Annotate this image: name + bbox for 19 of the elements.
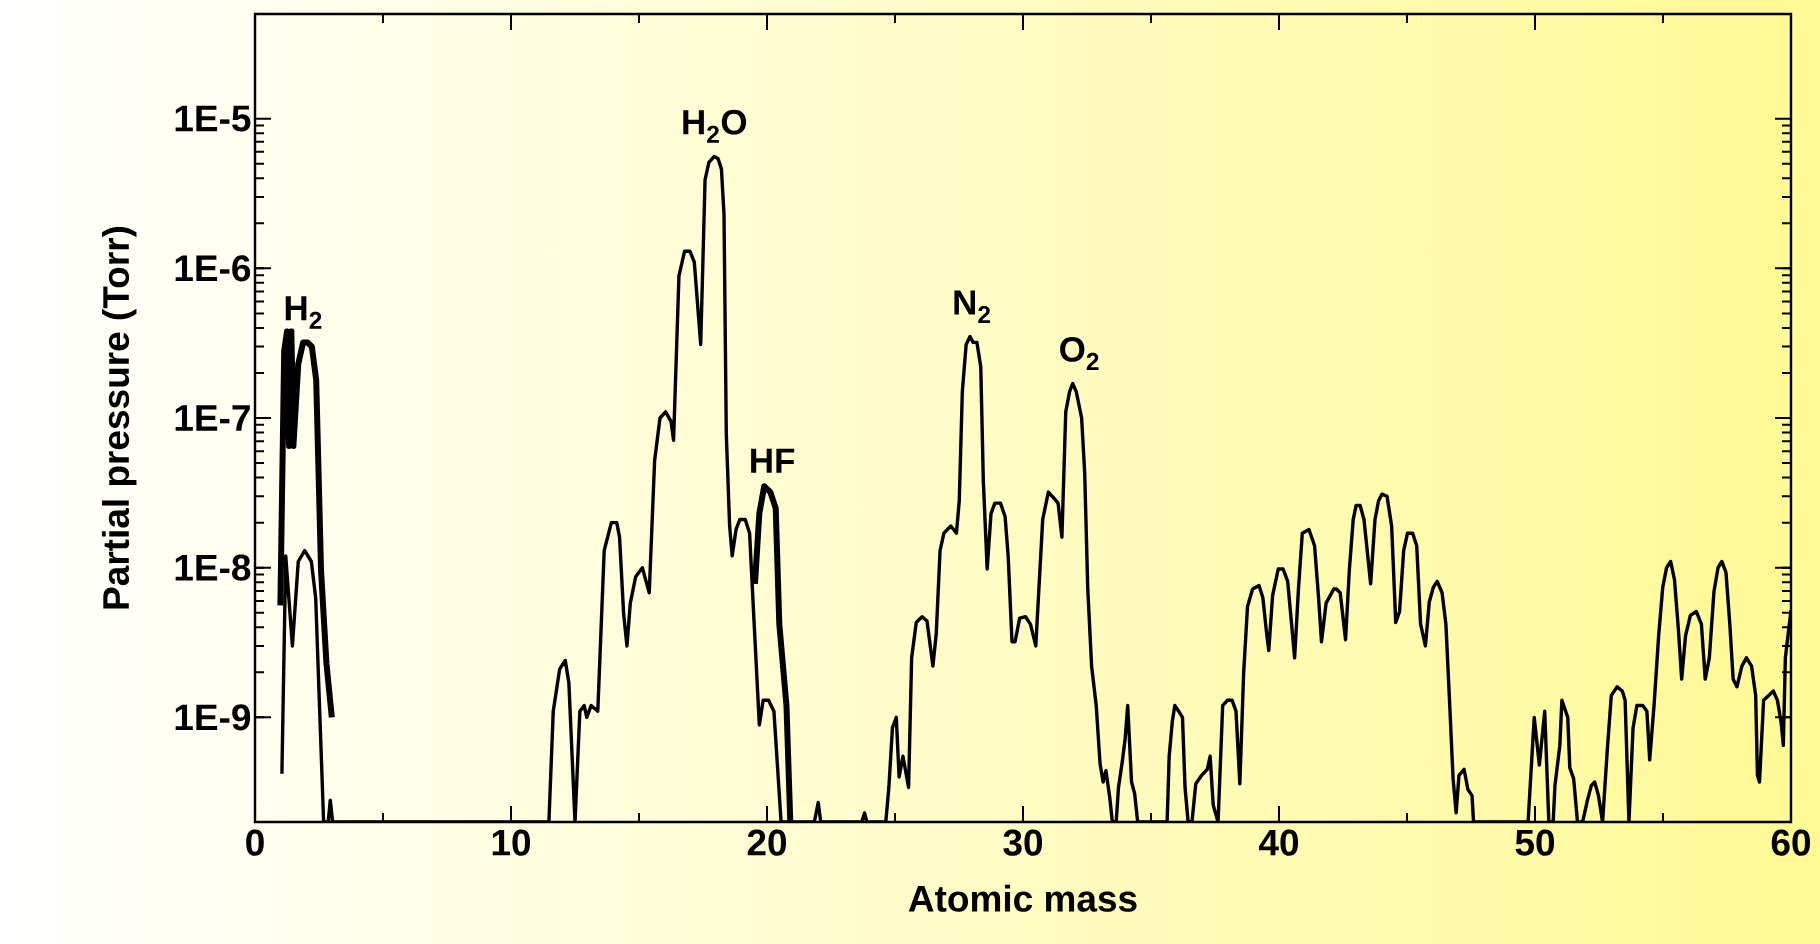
y-tick-label: 1E-6 xyxy=(175,255,251,282)
x-tick-label: 30 xyxy=(1003,829,1043,856)
x-tick-label: 40 xyxy=(1258,829,1299,856)
annotation: N$_{2}$ xyxy=(954,290,991,324)
x-tick-label: 50 xyxy=(1515,829,1555,856)
y-tick-label: 1E-8 xyxy=(175,554,251,581)
annotation: H$_{2}$ xyxy=(285,296,322,329)
y-tick-label: 1E-5 xyxy=(175,105,251,132)
x-tick-label: 10 xyxy=(492,829,531,856)
annotation: O$_{2}$ xyxy=(1060,337,1099,370)
x-tick-label: 20 xyxy=(747,829,787,856)
x-axis-title: Atomic mass xyxy=(908,884,1137,912)
annotation: HF xyxy=(751,448,795,473)
y-tick-label: 1E-7 xyxy=(175,405,250,431)
y-axis-title: Partial pressure (Torr) xyxy=(101,226,137,609)
x-tick-label: 0 xyxy=(246,829,264,856)
y-tick-label: 1E-9 xyxy=(175,704,251,731)
x-tick-label: 60 xyxy=(1771,829,1811,856)
annotation: H$_{2}$O xyxy=(683,109,747,143)
